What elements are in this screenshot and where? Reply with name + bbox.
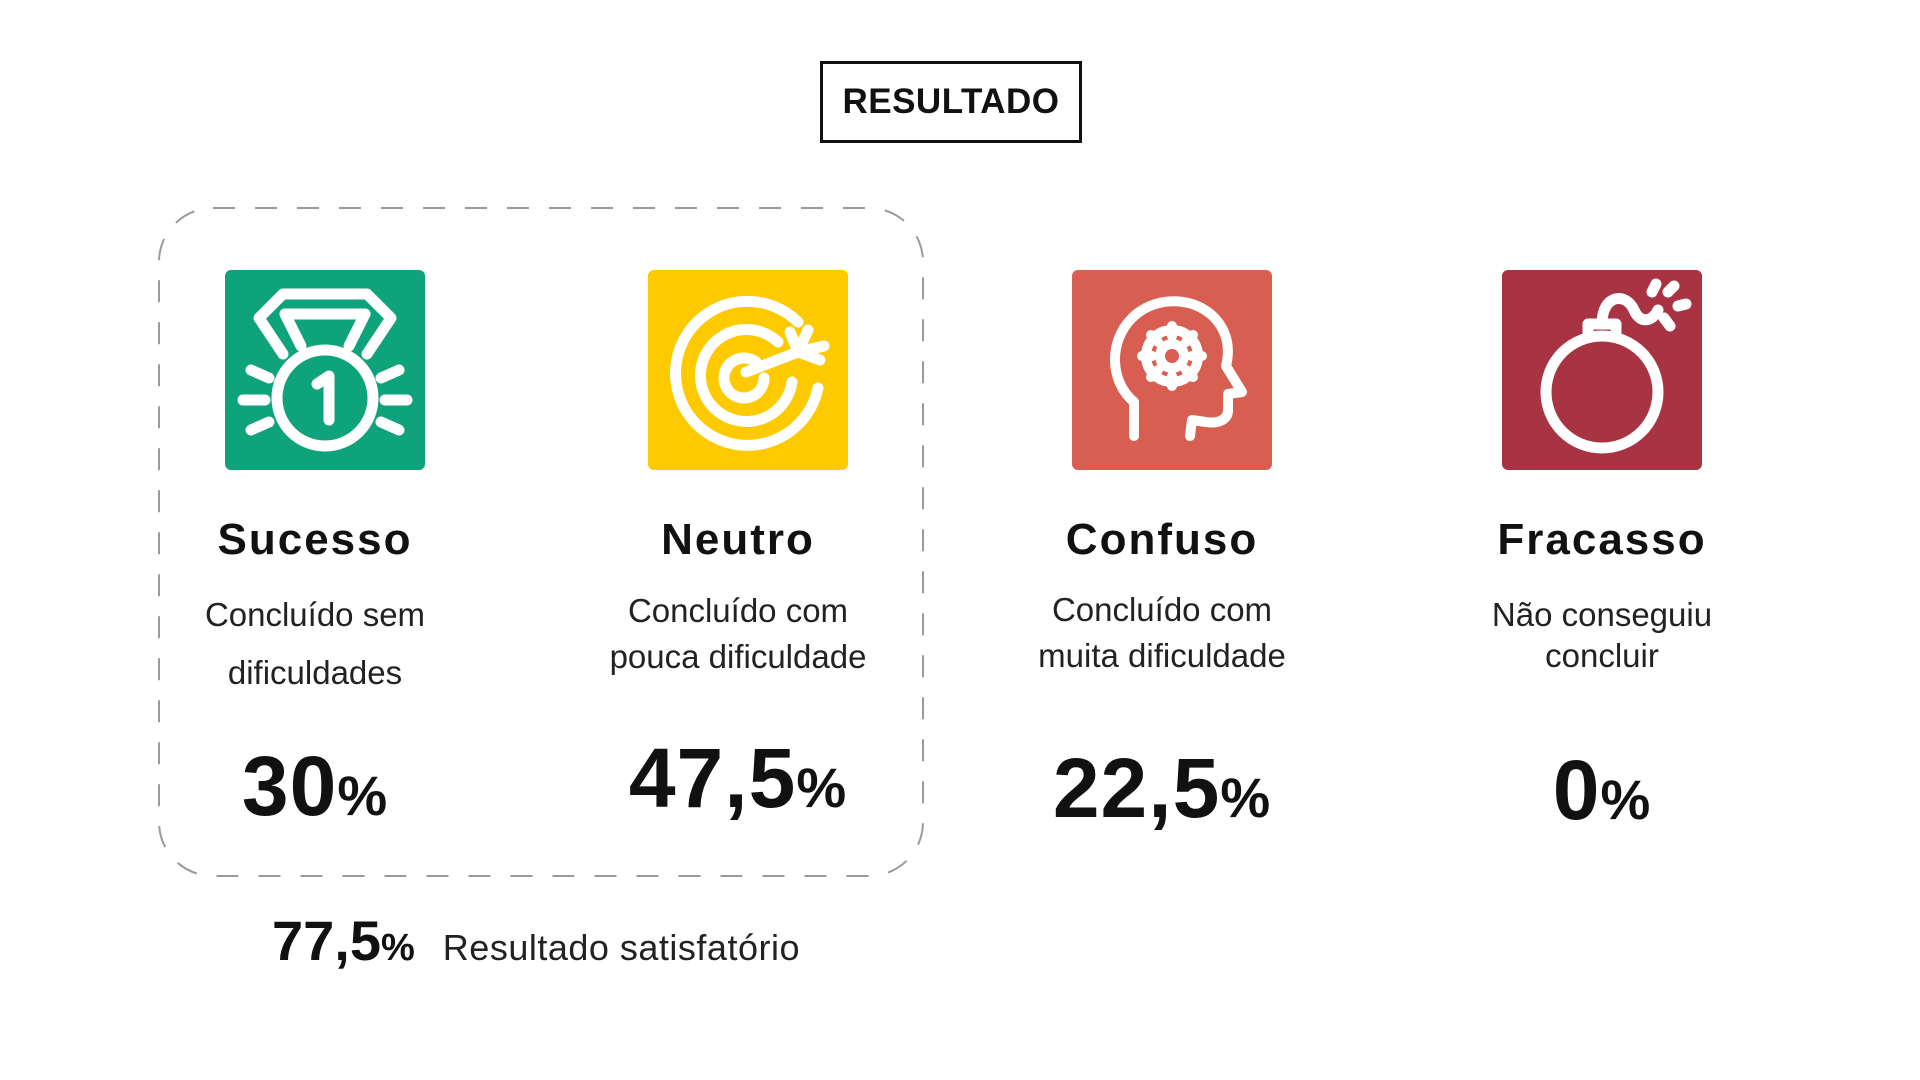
percent-sign: % [337, 764, 389, 827]
percentage-value: 47,5 [628, 731, 797, 825]
category-percentage: 0% [1392, 742, 1812, 839]
bomb-icon [1502, 270, 1702, 470]
category-label: Neutro [661, 515, 815, 564]
percent-sign: % [1600, 768, 1652, 831]
medal-icon [225, 270, 425, 470]
percent-sign: % [796, 756, 848, 819]
summary-row: 77,5% Resultado satisfatório [272, 908, 800, 988]
category-description-line2: muita dificuldade [1038, 637, 1286, 674]
category-label: Confuso [1065, 515, 1259, 564]
percent-sign: % [381, 927, 415, 969]
summary-percentage: 77,5% [272, 908, 415, 973]
page-title: RESULTADO [820, 61, 1082, 143]
target-icon [648, 270, 848, 470]
summary-text: Resultado satisfatório [442, 927, 800, 968]
category-description-line1: Concluído com [627, 592, 849, 629]
percentage-value: 0 [1552, 743, 1601, 837]
category-percentage: 47,5% [528, 730, 948, 827]
category-label: Sucesso [217, 515, 413, 564]
category-description-line1: Concluído com [1051, 591, 1273, 628]
category-description-line2: dificuldades [227, 654, 403, 691]
percent-sign: % [1220, 766, 1272, 829]
category-description-line1: Concluído sem [204, 596, 426, 633]
category-description-line2: pouca dificuldade [609, 638, 867, 675]
category-percentage: 30% [105, 738, 525, 835]
category-percentage: 22,5% [952, 740, 1372, 837]
satisfactory-group-outline [157, 206, 925, 878]
percentage-value: 22,5 [1052, 741, 1221, 835]
percentage-value: 30 [241, 739, 338, 833]
head-gear-icon [1072, 270, 1272, 470]
category-label: Fracasso [1497, 515, 1707, 564]
summary-value: 77,5 [272, 909, 381, 972]
category-description-line1: Não conseguiu [1491, 596, 1713, 633]
category-description-line2: concluir [1545, 637, 1659, 674]
